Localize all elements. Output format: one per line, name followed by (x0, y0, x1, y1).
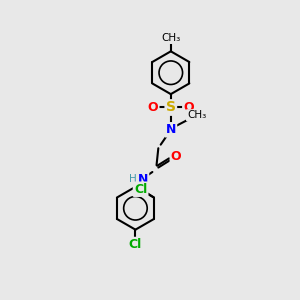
Text: Cl: Cl (129, 238, 142, 251)
Text: H: H (130, 173, 137, 184)
Text: Cl: Cl (134, 183, 147, 196)
Text: S: S (166, 100, 176, 115)
Text: CH₃: CH₃ (187, 110, 206, 120)
Text: CH₃: CH₃ (161, 33, 180, 43)
Text: O: O (171, 150, 182, 163)
Text: N: N (166, 123, 176, 136)
Text: O: O (183, 101, 194, 114)
Text: O: O (148, 101, 158, 114)
Text: N: N (138, 173, 148, 186)
